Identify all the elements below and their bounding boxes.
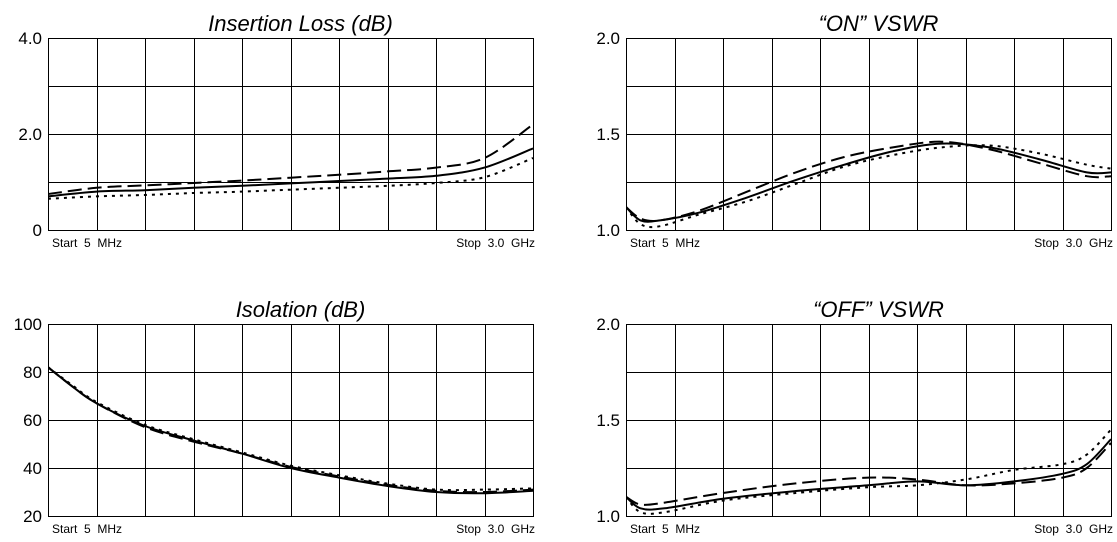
series-line-dotted	[626, 144, 1111, 229]
x-stop-label: Stop 3.0 GHz	[1034, 236, 1113, 250]
y-tick-label: 100	[14, 315, 42, 334]
plot-frame	[47, 37, 535, 232]
series-line-dashed	[48, 123, 533, 195]
y-tick-label: 80	[23, 363, 42, 382]
series-line-dashed	[626, 442, 1111, 506]
series-line-dashed	[48, 366, 533, 494]
y-tick-label: 40	[23, 459, 42, 478]
y-tick-label: 1.5	[596, 125, 620, 144]
plot-frame	[625, 37, 1113, 232]
x-start-label: Start 5 MHz	[630, 522, 700, 536]
series-line-dashed	[626, 140, 1111, 222]
y-tick-label: 2.0	[596, 29, 620, 48]
y-tick-label: 20	[23, 507, 42, 526]
plot-frame	[625, 323, 1113, 518]
y-tick-label: 1.0	[596, 221, 620, 240]
y-tick-label: 2.0	[18, 125, 42, 144]
chart-panel-2: “ON” VSWR 1.0 1.5 2.0 Start 5 MHz Stop 3.0 GH…	[596, 11, 1113, 250]
series-line-dotted	[48, 157, 533, 200]
series-line-solid	[48, 147, 533, 198]
y-tick-label: 2.0	[596, 315, 620, 334]
x-start-label: Start 5 MHz	[52, 522, 122, 536]
y-tick-label: 0	[33, 221, 42, 240]
y-tick-label: 4.0	[18, 29, 42, 48]
chart-panel-3: Isolation (dB) 20 40 60 80 100 Start 5 MHz Stop…	[14, 297, 535, 536]
chart-panel-4: “OFF” VSWR 1.0 1.5 2.0 Start 5 MHz Stop 3.0 G…	[596, 297, 1113, 536]
chart-panel-1: Insertion Loss (dB) 0 2.0 4.0 Start 5 MHz Sto…	[18, 11, 535, 250]
x-stop-label: Stop 3.0 GHz	[456, 236, 535, 250]
plot-frame	[47, 323, 535, 518]
x-stop-label: Stop 3.0 GHz	[1034, 522, 1113, 536]
chart-title: Insertion Loss (dB)	[208, 11, 393, 36]
x-stop-label: Stop 3.0 GHz	[456, 522, 535, 536]
y-tick-label: 1.5	[596, 411, 620, 430]
series-line-solid	[626, 142, 1111, 223]
chart-title: Isolation (dB)	[236, 297, 366, 322]
chart-title: “OFF” VSWR	[813, 297, 944, 322]
y-tick-label: 60	[23, 411, 42, 430]
x-start-label: Start 5 MHz	[630, 236, 700, 250]
series-line-dotted	[48, 366, 533, 492]
y-tick-label: 1.0	[596, 507, 620, 526]
x-start-label: Start 5 MHz	[52, 236, 122, 250]
series-line-dotted	[626, 428, 1111, 515]
chart-title: “ON” VSWR	[819, 11, 939, 36]
series-line-solid	[626, 438, 1111, 511]
series-line-solid	[48, 366, 533, 495]
